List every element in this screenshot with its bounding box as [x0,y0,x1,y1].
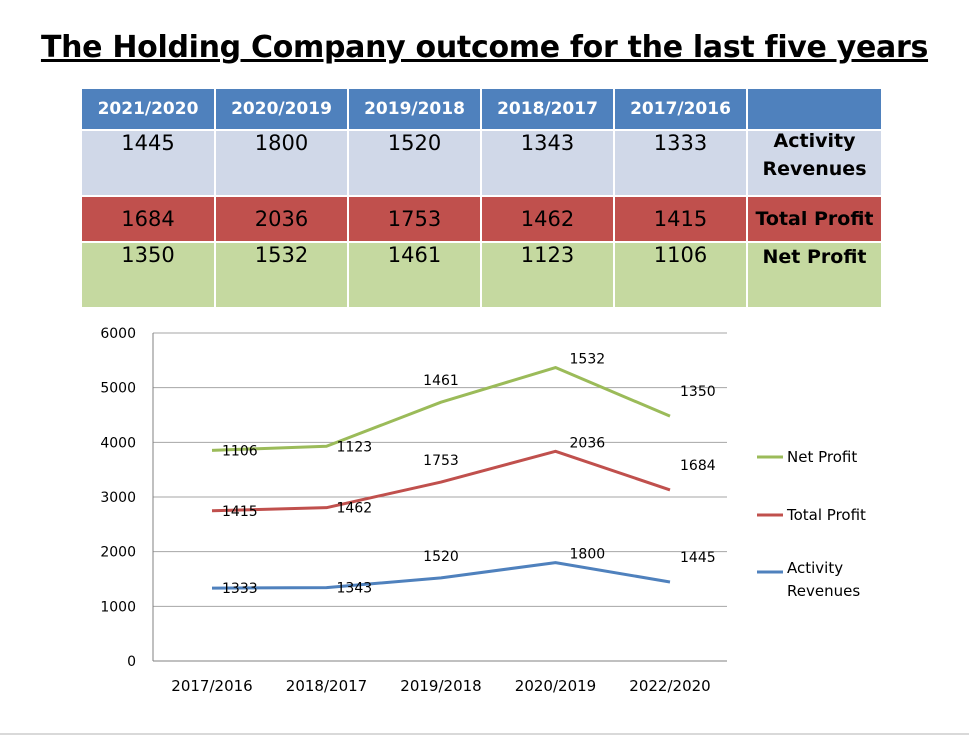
data-label: 1106 [222,443,258,459]
data-label: 1343 [337,581,373,597]
y-tick-label: 0 [127,654,136,670]
data-label: 1532 [570,352,606,368]
y-tick-label: 2000 [100,545,136,561]
data-label: 1333 [222,581,258,597]
table-cell: 2036 [214,195,349,243]
data-label: 1520 [423,549,459,565]
table-cell: 1343 [480,129,615,197]
table-cell: 1415 [613,195,748,243]
data-label: 1684 [680,458,716,474]
row-label: Net Profit [746,241,883,309]
table-cell: 1800 [214,129,349,197]
column-header: 2020/2019 [214,87,349,131]
row-label: Activity Revenues [746,129,883,197]
column-header: 2018/2017 [480,87,615,131]
x-tick-label: 2019/2018 [400,677,481,695]
column-header: 2021/2020 [80,87,216,131]
series-line [211,561,671,590]
x-tick-label: 2020/2019 [515,677,596,695]
y-tick-label: 6000 [100,326,136,342]
divider [0,733,969,735]
column-header [746,87,883,131]
table-cell: 1333 [613,129,748,197]
data-label: 1445 [680,550,716,566]
y-tick-label: 4000 [100,435,136,451]
data-label: 1753 [423,453,459,469]
y-tick-label: 5000 [100,381,136,397]
column-header: 2017/2016 [613,87,748,131]
data-label: 1415 [222,504,258,520]
table-cell: 1350 [80,241,216,309]
data-label: 1800 [570,547,606,563]
table-cell: 1462 [480,195,615,243]
table-cell: 1445 [80,129,216,197]
y-tick-label: 3000 [100,490,136,506]
table-cell: 1106 [613,241,748,309]
table-cell: 1753 [347,195,482,243]
column-header: 2019/2018 [347,87,482,131]
legend-entry: Total Profit [786,506,866,524]
line-chart: 0 1000 2000 3000 4000 5000 6000 2017/2016 2018/2… [100,326,866,695]
data-label: 1123 [337,439,373,455]
data-table: 2021/2020 2020/2019 2019/2018 2018/2017 … [80,87,883,309]
y-tick-label: 1000 [100,599,136,615]
table-row-net-profit: 1350 1532 1461 1123 1106 Net Profit [80,241,883,309]
row-label: Total Profit [746,195,883,243]
data-label: 2036 [570,435,606,451]
data-label: 1461 [423,373,459,389]
legend-entry: Net Profit [787,448,857,466]
table-header-row: 2021/2020 2020/2019 2019/2018 2018/2017 … [80,87,883,131]
page-title: The Holding Company outcome for the last… [40,30,929,65]
x-tick-label: 2022/2020 [629,677,710,695]
x-tick-label: 2018/2017 [286,677,367,695]
data-label: 1350 [680,384,716,400]
table-cell: 1520 [347,129,482,197]
series-line [211,366,671,452]
table-cell: 1684 [80,195,216,243]
x-tick-label: 2017/2016 [171,677,252,695]
series-line [211,449,671,513]
table-cell: 1123 [480,241,615,309]
table-row-activity-revenues: 1445 1800 1520 1343 1333 Activity Revenu… [80,129,883,197]
table-cell: 1461 [347,241,482,309]
legend-entry: Activity Revenues [787,559,860,600]
table-cell: 1532 [214,241,349,309]
table-row-total-profit: 1684 2036 1753 1462 1415 Total Profit [80,195,883,243]
data-label: 1462 [337,501,373,517]
